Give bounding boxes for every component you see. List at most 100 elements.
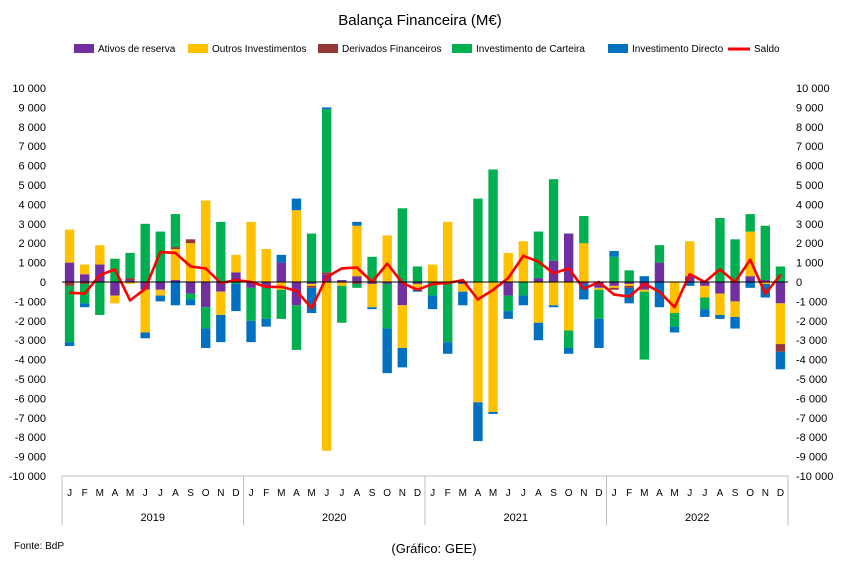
bar-4-1	[79, 303, 90, 308]
bar-0-1	[79, 274, 90, 282]
saldo-point-38	[643, 283, 646, 285]
y-tick-right-3: 7 000	[796, 141, 824, 153]
month-label-7: A	[172, 488, 179, 499]
bar-3-24	[427, 282, 438, 296]
bar-1-26	[458, 283, 468, 292]
saldo-point-13	[265, 286, 267, 288]
y-tick-left-19: -9 000	[15, 452, 46, 464]
saldo-point-18	[341, 267, 343, 270]
bar-0-29	[503, 282, 513, 296]
bar-3-21	[382, 283, 392, 329]
y-tick-right-17: -7 000	[796, 413, 827, 425]
y-tick-left-10: 0	[40, 277, 46, 289]
bar-4-25	[442, 342, 453, 354]
month-label-35: D	[595, 488, 602, 499]
bar-3-20	[367, 256, 377, 282]
saldo-point-19	[356, 266, 358, 269]
y-tick-left-16: -6 000	[15, 393, 46, 405]
month-label-46: N	[762, 488, 769, 499]
month-label-5: J	[143, 488, 148, 499]
y-tick-right-16: -6 000	[796, 393, 827, 405]
bar-1-20	[367, 283, 377, 308]
year-label-3: 2022	[685, 512, 709, 524]
bar-0-47	[775, 282, 786, 304]
saldo-point-47	[779, 274, 782, 277]
bar-0-26	[458, 282, 468, 284]
bar-0-43	[715, 282, 725, 294]
bar-1-29	[503, 252, 513, 282]
bar-1-9	[200, 200, 211, 282]
bar-1-31	[533, 282, 544, 323]
y-tick-right-6: 4 000	[796, 199, 824, 211]
y-tick-right-12: -2 000	[796, 316, 827, 328]
bar-1-4	[125, 282, 135, 284]
month-label-21: O	[383, 488, 391, 499]
bar-0-45	[745, 276, 755, 282]
saldo-point-1	[83, 292, 86, 295]
month-label-26: M	[459, 488, 467, 499]
bar-3-6	[155, 231, 166, 282]
bar-4-22	[397, 347, 408, 368]
saldo-point-17	[325, 276, 328, 278]
month-label-18: J	[339, 488, 344, 499]
bar-3-37	[624, 270, 634, 282]
bar-0-21	[382, 282, 392, 284]
bar-4-33	[563, 347, 574, 354]
bar-0-13	[261, 282, 271, 288]
y-tick-left-7: 3 000	[18, 219, 46, 231]
bar-1-5	[140, 289, 150, 333]
month-label-17: J	[324, 488, 329, 499]
year-label-2: 2021	[504, 512, 528, 524]
bar-3-45	[745, 214, 755, 232]
month-label-43: A	[717, 488, 724, 499]
saldo-point-25	[446, 282, 449, 284]
bar-2-17	[321, 272, 332, 275]
bar-3-29	[503, 295, 513, 312]
y-tick-right-13: -3 000	[796, 335, 827, 347]
bar-1-47	[775, 303, 786, 345]
bar-1-23	[412, 283, 423, 288]
bar-3-18	[337, 285, 347, 323]
month-label-42: J	[702, 488, 707, 499]
bar-4-0	[64, 342, 75, 347]
bar-4-20	[367, 307, 377, 310]
month-label-31: A	[535, 488, 542, 499]
bar-0-0	[64, 262, 75, 282]
bar-0-34	[579, 282, 589, 284]
saldo-point-29	[507, 277, 509, 279]
bar-4-26	[458, 291, 468, 306]
bar-0-2	[95, 264, 105, 282]
month-label-3: A	[112, 488, 119, 499]
month-label-14: M	[277, 488, 285, 499]
month-label-30: J	[521, 488, 526, 499]
bar-3-27	[473, 198, 483, 282]
month-label-4: M	[126, 488, 134, 499]
saldo-point-30	[522, 255, 525, 257]
bar-4-32	[548, 305, 559, 308]
month-label-44: S	[732, 488, 739, 499]
bar-3-32	[548, 179, 559, 261]
bar-4-15	[291, 198, 302, 211]
bar-4-28	[488, 411, 498, 414]
bar-2-19	[352, 282, 362, 284]
legend-label-4: Investimento Directo	[632, 44, 724, 55]
bar-1-46	[760, 282, 771, 284]
month-label-38: M	[640, 488, 648, 499]
saldo-point-14	[280, 286, 283, 288]
bar-1-38	[639, 289, 650, 292]
bar-2-0	[64, 282, 75, 286]
bar-0-3	[110, 282, 120, 296]
bar-1-22	[397, 305, 408, 348]
bar-4-43	[715, 314, 725, 319]
bar-4-31	[533, 322, 544, 341]
bar-3-11	[231, 282, 241, 284]
saldo-point-23	[416, 288, 419, 291]
month-label-16: M	[307, 488, 315, 499]
saldo-point-11	[235, 279, 237, 281]
bar-1-16	[306, 283, 317, 286]
bar-3-34	[579, 216, 589, 244]
saldo-point-41	[688, 273, 691, 276]
y-tick-left-1: 9 000	[18, 102, 46, 114]
bar-2-36	[609, 287, 619, 290]
